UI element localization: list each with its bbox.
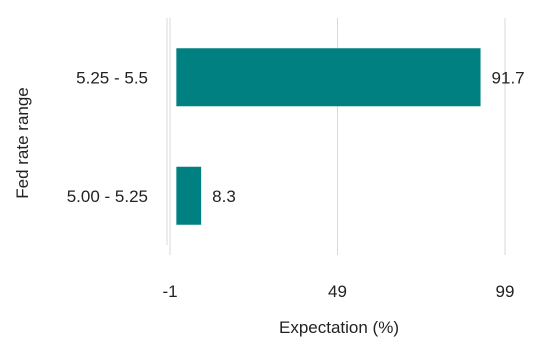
y-axis-title: Fed rate range [13, 87, 32, 199]
bars [176, 48, 481, 225]
data-label-0: 91.7 [492, 68, 525, 87]
bar-1 [176, 166, 202, 225]
category-labels: 5.25 - 5.5 5.00 - 5.25 [67, 68, 148, 206]
category-label-0: 5.25 - 5.5 [76, 68, 148, 87]
data-label-1: 8.3 [212, 187, 236, 206]
x-tick-label-2: 99 [496, 282, 515, 301]
x-axis-title: Expectation (%) [279, 318, 399, 337]
x-tick-labels: -1 49 99 [162, 282, 514, 301]
data-labels: 91.7 8.3 [212, 68, 524, 206]
category-label-1: 5.00 - 5.25 [67, 187, 148, 206]
bar-0 [176, 48, 481, 107]
x-tick-label-1: 49 [328, 282, 347, 301]
x-tick-label-0: -1 [162, 282, 177, 301]
